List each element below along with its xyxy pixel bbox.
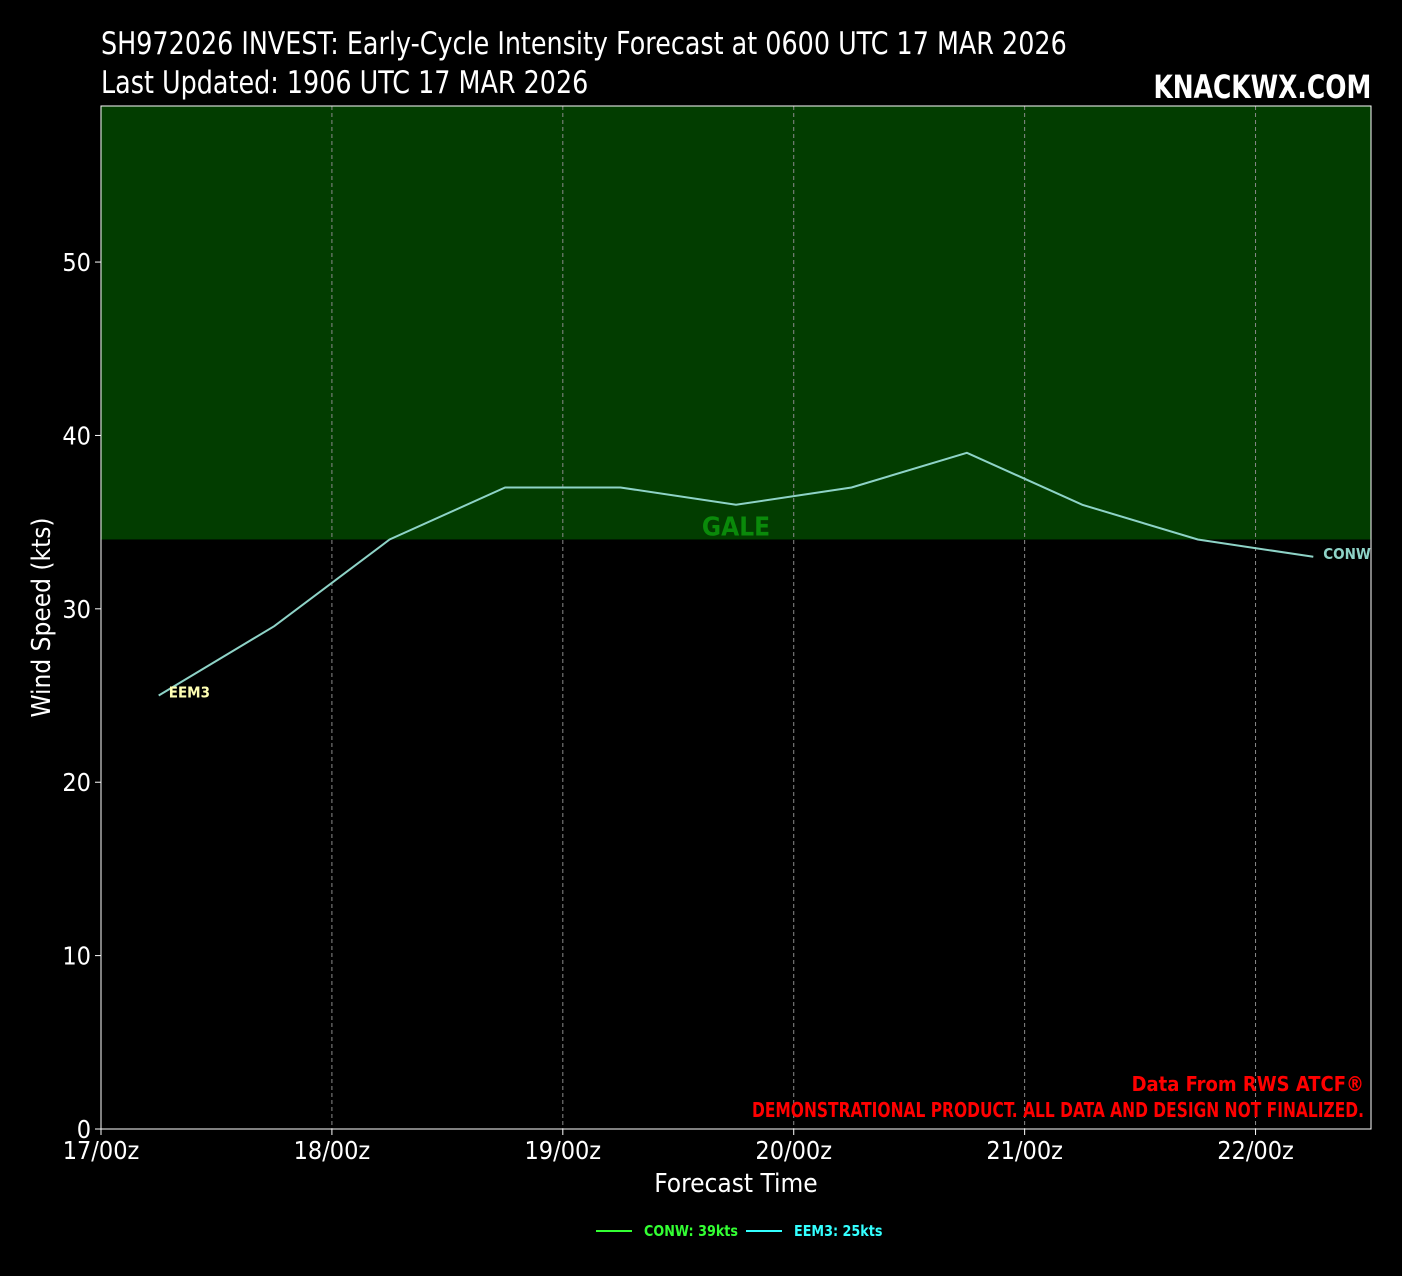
y-tick-label: 30 (62, 595, 91, 624)
y-axis-label: Wind Speed (kts) (27, 517, 57, 717)
x-tick-label: 17/00z (63, 1136, 140, 1165)
brand-logo-text[interactable]: KNACKWX.COM (1153, 68, 1371, 106)
series-end-label-conw: CONW (1323, 545, 1371, 563)
plot-frame (100, 105, 1372, 1130)
legend: CONW: 39kts EEM3: 25kts (0, 1222, 1402, 1244)
x-tick-label: 19/00z (525, 1136, 602, 1165)
disclaimer-notice: DEMONSTRATIONAL PRODUCT. ALL DATA AND DE… (752, 1098, 1364, 1122)
legend-swatch-eem3 (746, 1230, 782, 1232)
y-tick-label: 50 (62, 248, 91, 277)
y-tick-label: 20 (62, 768, 91, 797)
y-tick-label: 40 (62, 421, 91, 450)
x-tick-label: 20/00z (755, 1136, 832, 1165)
legend-item-conw: CONW: 39kts (596, 1222, 755, 1240)
legend-label-conw: CONW: 39kts (644, 1222, 738, 1240)
gale-band (101, 106, 1371, 540)
chart-title: SH972026 INVEST: Early-Cycle Intensity F… (101, 26, 1067, 62)
x-tick-label: 18/00z (294, 1136, 371, 1165)
disclaimer-source: Data From RWS ATCF® (1132, 1072, 1364, 1096)
legend-label-eem3: EEM3: 25kts (794, 1222, 883, 1240)
series-start-label-eem3: EEM3 (169, 684, 210, 702)
legend-swatch-conw (596, 1230, 632, 1232)
y-tick-label: 0 (77, 1115, 91, 1144)
x-axis-label: Forecast Time (654, 1169, 817, 1199)
x-tick-label: 22/00z (1217, 1136, 1294, 1165)
chart-subtitle: Last Updated: 1906 UTC 17 MAR 2026 (101, 65, 589, 101)
legend-item-eem3: EEM3: 25kts (746, 1222, 898, 1240)
series-line (158, 451, 1314, 697)
x-tick-label: 21/00z (986, 1136, 1063, 1165)
y-tick-label: 10 (62, 942, 91, 971)
gale-label: GALE (702, 512, 770, 542)
